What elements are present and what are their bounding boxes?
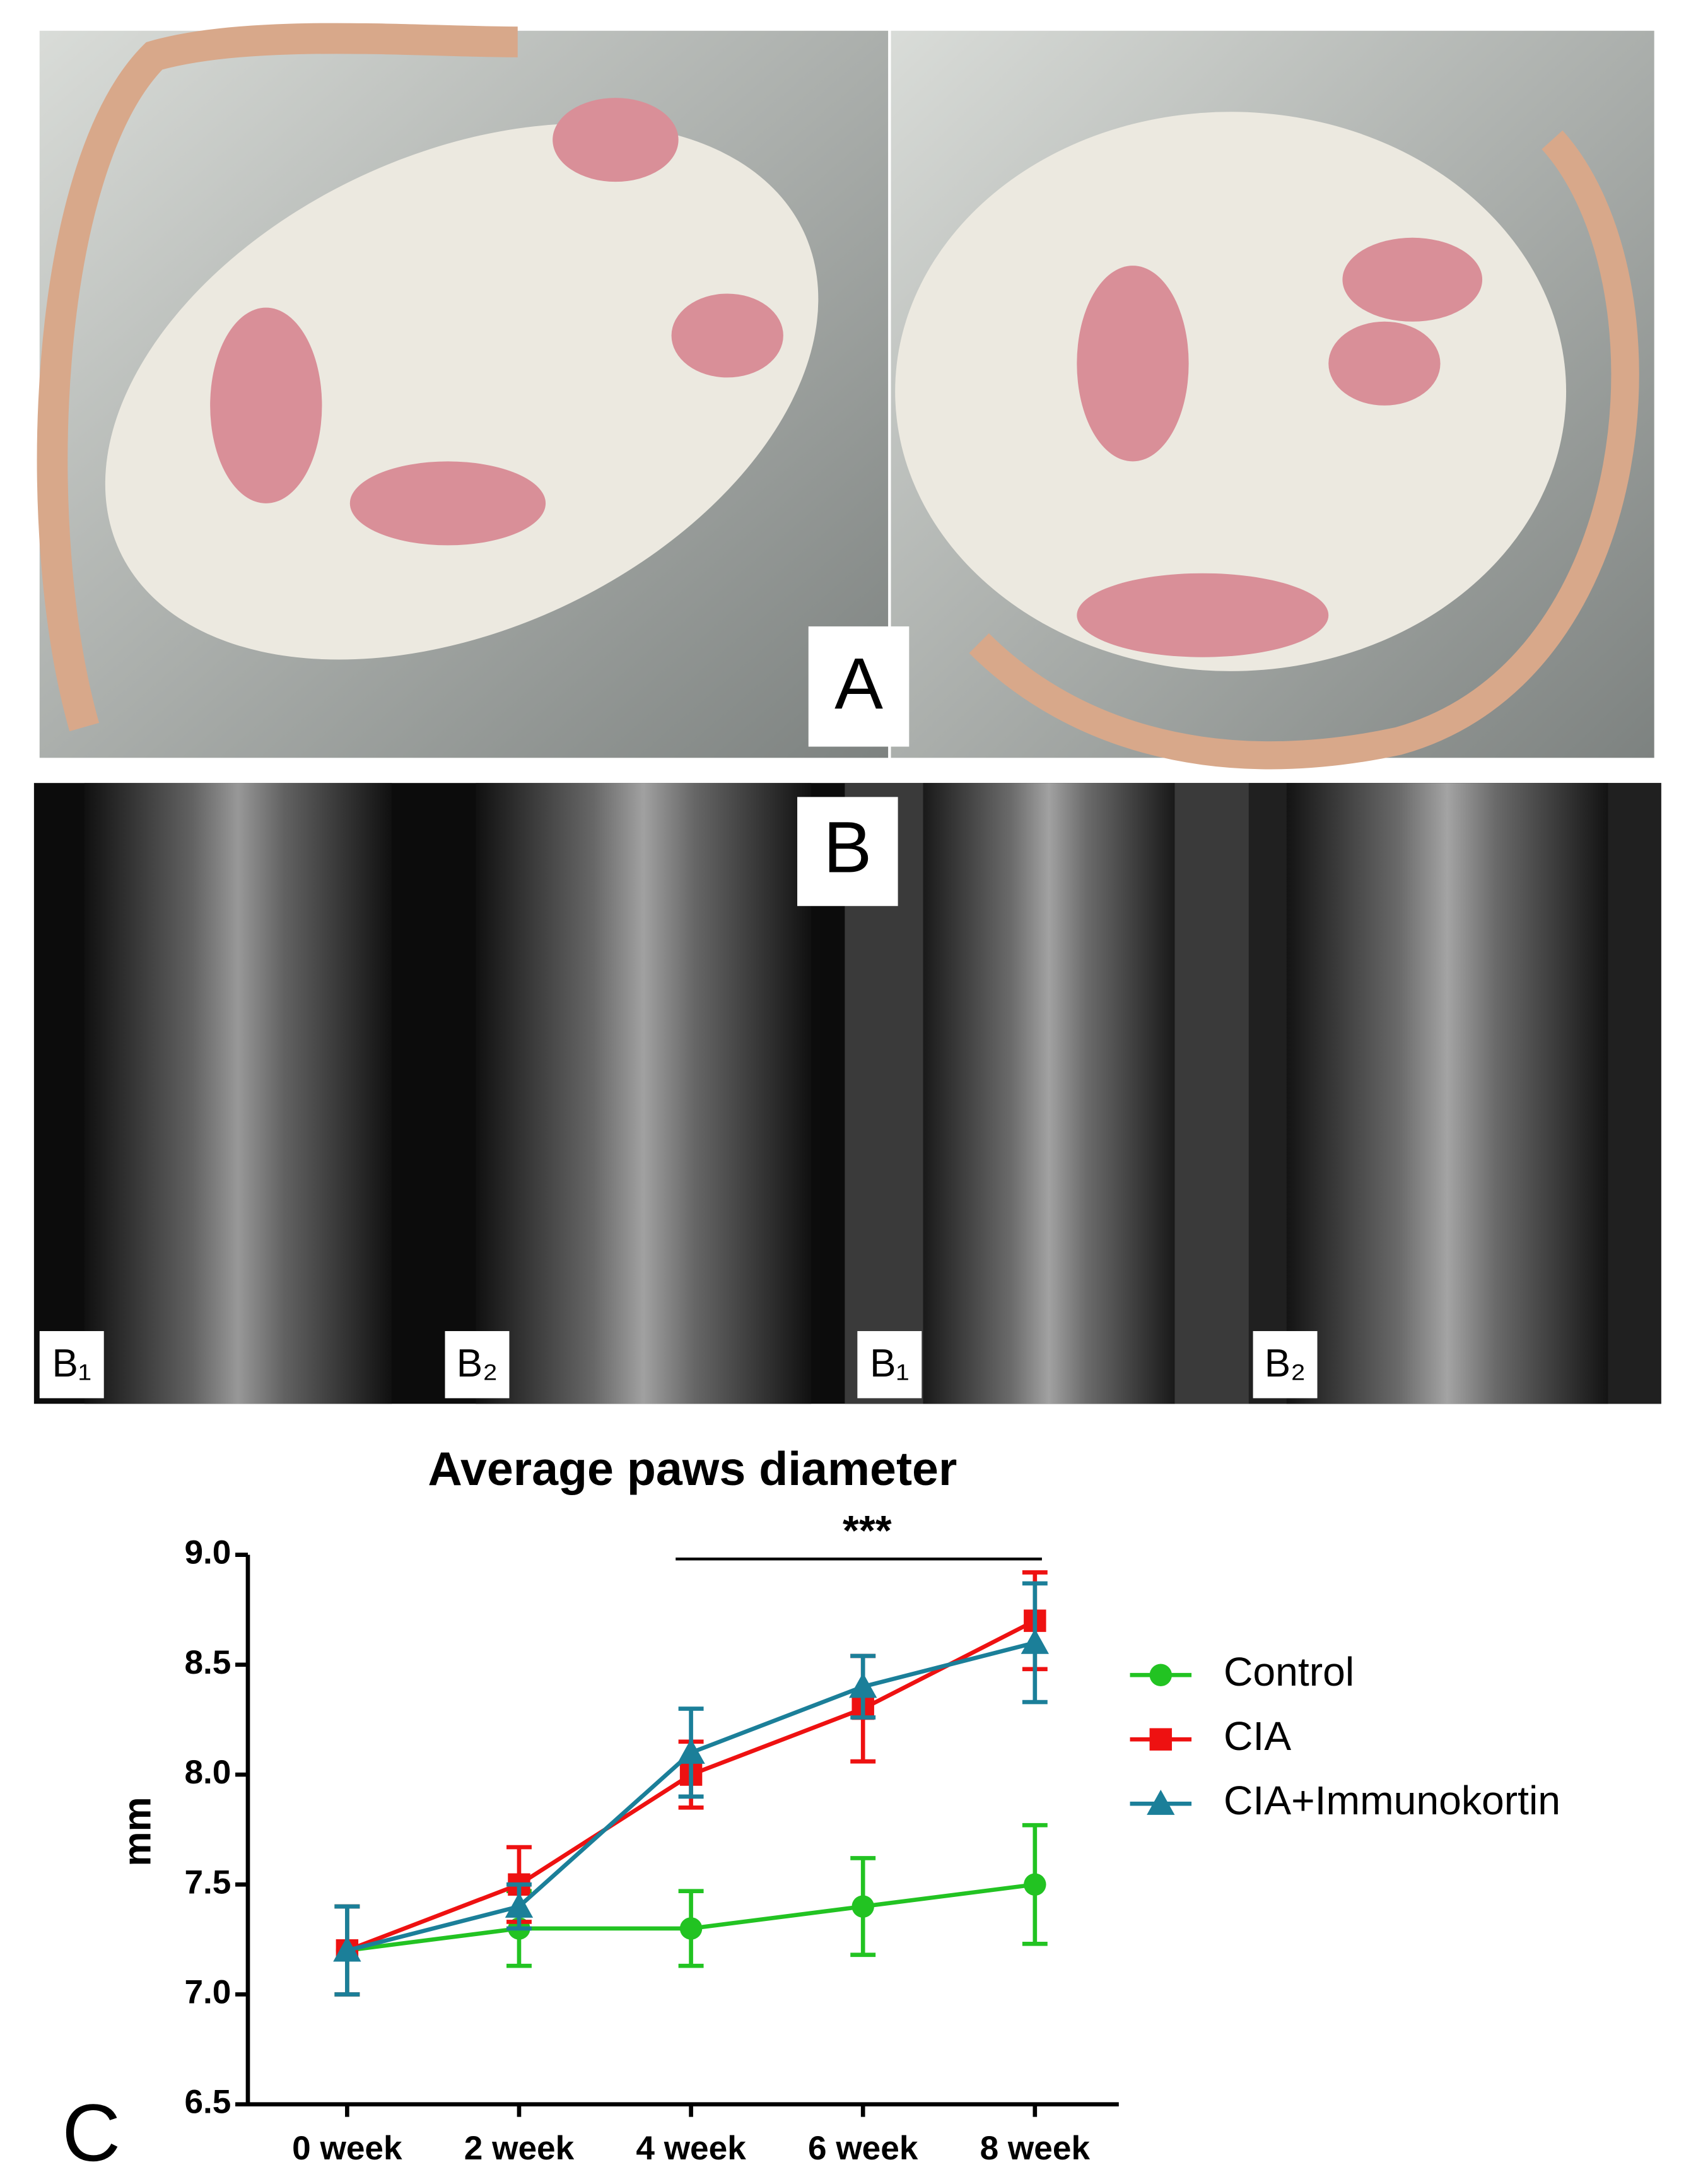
x-tick-label: 2 week bbox=[464, 2130, 575, 2167]
label-box bbox=[39, 1331, 104, 1399]
marker bbox=[851, 1895, 874, 1918]
legend-label: CIA bbox=[1224, 1713, 1291, 1759]
y-tick-label: 8.5 bbox=[184, 1644, 231, 1681]
label-box bbox=[857, 1331, 922, 1399]
panel-label: B bbox=[823, 807, 872, 888]
sub-label: B₂ bbox=[1265, 1342, 1306, 1385]
photo-panel-a bbox=[37, 23, 1654, 770]
y-axis-label: mm bbox=[116, 1797, 160, 1866]
label-box bbox=[445, 1331, 510, 1399]
y-tick-label: 7.0 bbox=[184, 1974, 231, 2011]
marker bbox=[677, 1739, 705, 1764]
marker bbox=[679, 1917, 703, 1940]
label-box bbox=[1253, 1331, 1318, 1399]
y-tick-label: 6.5 bbox=[184, 2084, 231, 2121]
marker bbox=[333, 1936, 361, 1962]
chart: 6.5 7.0 7.5 8.0 8.5 9.0 0 week 2 week 4 week 6 we… bbox=[184, 1534, 1560, 2167]
sub-label: B₂ bbox=[457, 1342, 498, 1385]
sub-label: B₁ bbox=[870, 1342, 909, 1385]
sub-label: B₁ bbox=[52, 1342, 91, 1385]
x-tick-label: 8 week bbox=[980, 2130, 1091, 2167]
marker bbox=[1149, 1728, 1173, 1751]
panel-label: A bbox=[834, 643, 883, 724]
legend-label: Control bbox=[1224, 1649, 1354, 1694]
marker bbox=[1024, 1873, 1046, 1896]
x-tick-label: 6 week bbox=[808, 2130, 918, 2167]
marker bbox=[1149, 1664, 1173, 1686]
marker bbox=[849, 1672, 877, 1698]
y-tick-label: 7.5 bbox=[184, 1864, 231, 1901]
panel-label: C bbox=[62, 2088, 120, 2178]
y-tick-label: 9.0 bbox=[184, 1534, 231, 1571]
label-box bbox=[797, 797, 898, 907]
y-tick-label: 8.0 bbox=[184, 1754, 231, 1791]
marker bbox=[1021, 1628, 1049, 1654]
sub-labels: B₁ B₂ B₁ B₂ bbox=[39, 1331, 1318, 1399]
x-tick-label: 4 week bbox=[636, 2130, 746, 2167]
label-box bbox=[808, 626, 910, 747]
x-tick-label: 0 week bbox=[292, 2130, 402, 2167]
legend-label: CIA+Immunokortin bbox=[1224, 1778, 1560, 1823]
marker bbox=[1147, 1789, 1175, 1815]
chart-title: Average paws diameter bbox=[428, 1442, 957, 1495]
marker bbox=[505, 1892, 534, 1918]
annotation: *** bbox=[843, 1508, 892, 1554]
